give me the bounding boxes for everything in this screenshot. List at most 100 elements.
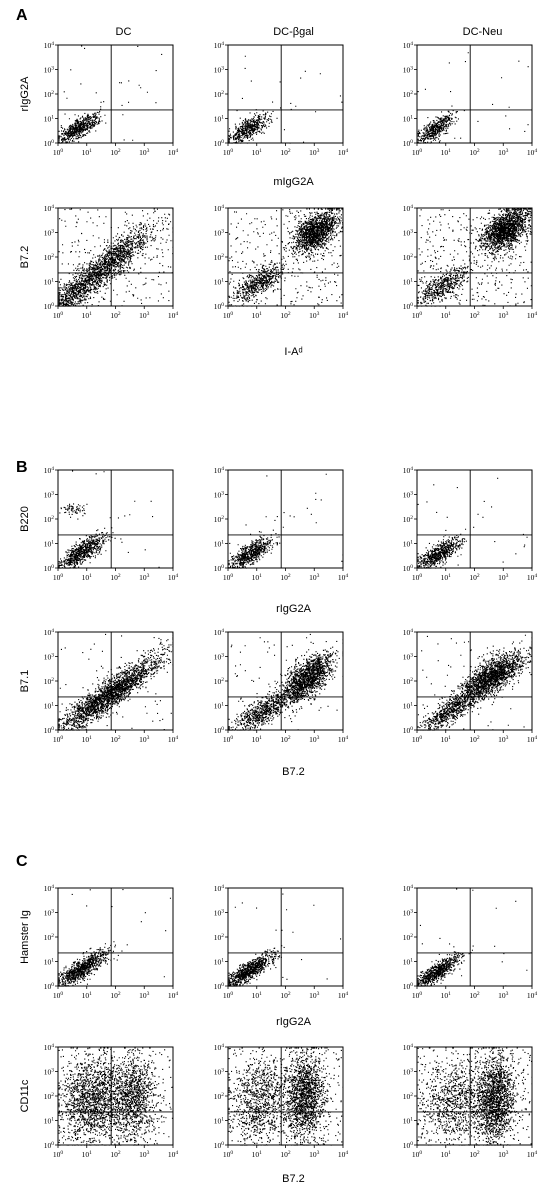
panel-letter: B	[16, 459, 28, 476]
tick-label: 102	[44, 253, 55, 262]
y-axis-label: B7.1	[19, 670, 31, 693]
event-dot-path	[417, 208, 533, 307]
event-dots	[228, 633, 344, 731]
tick-label: 101	[403, 540, 414, 549]
tick-label: 100	[44, 1141, 55, 1150]
tick-label: 104	[168, 735, 179, 744]
plot-row: CD11cB7.21001001011011021021031031041041…	[19, 1043, 537, 1185]
plot-row: Hamster IgrIgG2A100100101101102102103103…	[19, 884, 537, 1028]
tick-label: 102	[403, 90, 414, 99]
tick-label: 103	[214, 491, 225, 500]
tick-label: 102	[110, 148, 121, 157]
tick-label: 101	[403, 1117, 414, 1126]
tick-label: 102	[214, 515, 225, 524]
tick-label: 103	[44, 653, 55, 662]
x-axis-label: rIgG2A	[276, 1016, 312, 1028]
tick-label: 100	[44, 564, 55, 573]
tick-label: 101	[82, 573, 93, 582]
x-axis-label: B7.2	[282, 766, 305, 778]
event-dot-path	[228, 1047, 344, 1146]
tick-label: 102	[110, 991, 121, 1000]
tick-label: 100	[53, 1150, 64, 1159]
tick-label: 103	[44, 1068, 55, 1077]
tick-label: 104	[168, 1150, 179, 1159]
tick-label: 102	[214, 90, 225, 99]
tick-label: 101	[441, 735, 452, 744]
tick-label: 102	[280, 1150, 291, 1159]
event-dot-path	[417, 477, 528, 569]
tick-label: 101	[252, 991, 263, 1000]
tick-label: 100	[223, 573, 234, 582]
tick-label: 101	[214, 278, 225, 287]
tick-label: 100	[412, 573, 423, 582]
tick-label: 102	[44, 90, 55, 99]
tick-label: 100	[403, 1141, 414, 1150]
y-axis-label: B7.2	[19, 246, 31, 269]
tick-label: 100	[403, 982, 414, 991]
tick-label: 101	[252, 1150, 263, 1159]
tick-label: 104	[214, 628, 225, 637]
panel-letter: C	[16, 853, 28, 870]
tick-label: 104	[168, 991, 179, 1000]
panel-letter: A	[16, 7, 28, 24]
tick-label: 104	[44, 204, 55, 213]
event-dots	[228, 893, 342, 987]
event-dot-path	[228, 55, 343, 144]
tick-label: 102	[469, 1150, 480, 1159]
tick-label: 100	[214, 139, 225, 148]
tick-label: 101	[441, 573, 452, 582]
event-dot-path	[58, 1047, 174, 1146]
event-dots	[417, 208, 533, 307]
tick-label: 100	[44, 139, 55, 148]
tick-label: 104	[403, 466, 414, 475]
tick-label: 101	[441, 148, 452, 157]
event-dots	[417, 634, 533, 731]
tick-label: 104	[214, 466, 225, 475]
event-dots	[58, 1047, 174, 1146]
tick-label: 102	[469, 735, 480, 744]
tick-label: 102	[44, 933, 55, 942]
plot-row: B7.2I-Aᵈ10010010110110210210310310410410…	[19, 204, 537, 358]
y-axis-label: B220	[19, 506, 31, 532]
tick-label: 100	[53, 735, 64, 744]
tick-label: 103	[403, 909, 414, 918]
tick-label: 102	[214, 677, 225, 686]
event-dots	[58, 470, 160, 569]
y-axis-label: Hamster Ig	[19, 910, 31, 964]
event-dots	[228, 473, 344, 569]
tick-label: 101	[403, 702, 414, 711]
tick-label: 101	[214, 540, 225, 549]
tick-label: 100	[412, 311, 423, 320]
tick-label: 100	[223, 148, 234, 157]
plot-row: B7.1B7.210010010110110210210310310410410…	[19, 628, 537, 778]
tick-label: 103	[214, 909, 225, 918]
tick-label: 101	[82, 991, 93, 1000]
tick-label: 104	[214, 1043, 225, 1052]
tick-label: 103	[403, 66, 414, 75]
tick-label: 103	[309, 148, 320, 157]
tick-label: 104	[214, 41, 225, 50]
tick-label: 102	[44, 515, 55, 524]
tick-label: 103	[139, 573, 150, 582]
tick-label: 102	[403, 677, 414, 686]
tick-label: 102	[280, 573, 291, 582]
tick-label: 102	[44, 677, 55, 686]
tick-label: 102	[280, 311, 291, 320]
tick-label: 104	[168, 148, 179, 157]
tick-label: 104	[403, 628, 414, 637]
tick-label: 104	[338, 311, 349, 320]
tick-label: 104	[403, 884, 414, 893]
event-dots	[417, 477, 528, 569]
tick-label: 100	[53, 573, 64, 582]
tick-label: 100	[223, 1150, 234, 1159]
tick-label: 102	[110, 311, 121, 320]
event-dot-path	[228, 633, 344, 731]
tick-label: 103	[403, 229, 414, 238]
tick-label: 101	[82, 311, 93, 320]
tick-label: 100	[412, 991, 423, 1000]
